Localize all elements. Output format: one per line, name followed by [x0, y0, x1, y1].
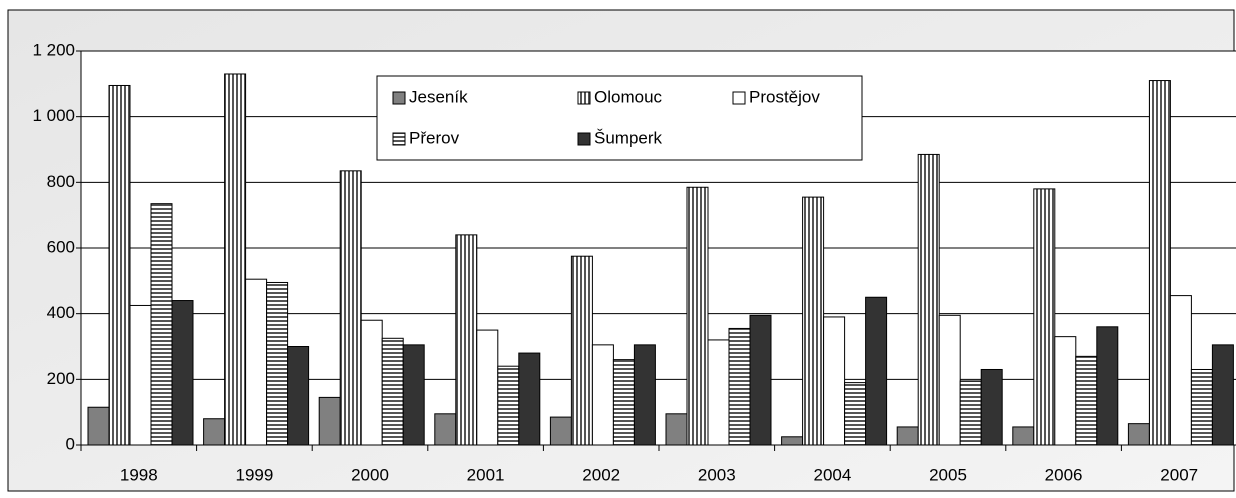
bar — [1211, 344, 1234, 446]
bar — [1012, 426, 1035, 446]
bar — [896, 426, 919, 446]
bar — [570, 255, 593, 446]
y-tick-label: 0 — [66, 434, 75, 453]
bar — [518, 352, 541, 446]
bar — [728, 327, 751, 446]
bar — [497, 365, 520, 446]
bar — [1169, 295, 1192, 446]
bar — [938, 314, 961, 446]
bar — [980, 368, 1003, 446]
bar — [434, 413, 457, 446]
bar — [612, 359, 635, 446]
x-tick-label: 2007 — [1160, 465, 1198, 484]
bar — [108, 84, 131, 446]
legend-swatch — [577, 132, 591, 146]
legend-label: Šumperk — [594, 128, 663, 147]
x-tick-label: 2005 — [929, 465, 967, 484]
bar — [1190, 368, 1213, 446]
bar — [686, 186, 709, 446]
bar — [549, 416, 572, 446]
y-tick-label: 1 200 — [32, 40, 75, 59]
bar — [266, 281, 289, 446]
bar — [224, 73, 247, 446]
bar — [87, 406, 110, 446]
bar — [203, 418, 226, 446]
x-tick-label: 2004 — [813, 465, 851, 484]
bar — [1033, 188, 1056, 446]
bar — [402, 344, 425, 446]
bar — [1096, 326, 1119, 446]
bar — [1054, 336, 1077, 446]
x-tick-label: 2001 — [467, 465, 505, 484]
legend-label: Olomouc — [594, 87, 663, 106]
y-tick-label: 800 — [47, 172, 75, 191]
bar — [844, 382, 867, 446]
legend-box — [376, 75, 863, 161]
legend-swatch — [732, 91, 746, 105]
x-tick-label: 2003 — [698, 465, 736, 484]
bar — [823, 316, 846, 446]
bar — [707, 339, 730, 446]
x-tick-label: 1999 — [235, 465, 273, 484]
bar — [129, 304, 152, 446]
bar — [1127, 423, 1150, 446]
bar — [959, 380, 982, 446]
y-tick-label: 200 — [47, 369, 75, 388]
bar — [749, 314, 772, 446]
y-tick-label: 1 000 — [32, 106, 75, 125]
bar — [171, 300, 194, 446]
bar — [917, 153, 940, 446]
legend-label: Přerov — [409, 128, 460, 147]
x-tick-label: 2006 — [1045, 465, 1083, 484]
bar — [339, 170, 362, 446]
bar — [591, 344, 614, 446]
y-tick-label: 600 — [47, 237, 75, 256]
bar — [1075, 355, 1098, 446]
bar — [802, 196, 825, 446]
bar — [245, 278, 268, 446]
bar — [287, 346, 310, 446]
bar — [865, 296, 888, 446]
legend-label: Jeseník — [409, 87, 468, 106]
bar — [781, 436, 804, 446]
legend-swatch — [392, 91, 406, 105]
bar — [150, 203, 173, 446]
bar — [633, 344, 656, 446]
bar — [381, 337, 404, 446]
bar — [665, 413, 688, 446]
bar — [318, 396, 341, 446]
y-tick-label: 400 — [47, 303, 75, 322]
x-tick-label: 1998 — [120, 465, 158, 484]
legend-swatch — [577, 91, 591, 105]
x-tick-label: 2002 — [582, 465, 620, 484]
legend-swatch — [392, 132, 406, 146]
bar — [1148, 80, 1171, 446]
bar — [476, 329, 499, 446]
x-tick-label: 2000 — [351, 465, 389, 484]
legend-label: Prostějov — [749, 87, 820, 106]
bar — [360, 319, 383, 446]
bar — [455, 234, 478, 446]
